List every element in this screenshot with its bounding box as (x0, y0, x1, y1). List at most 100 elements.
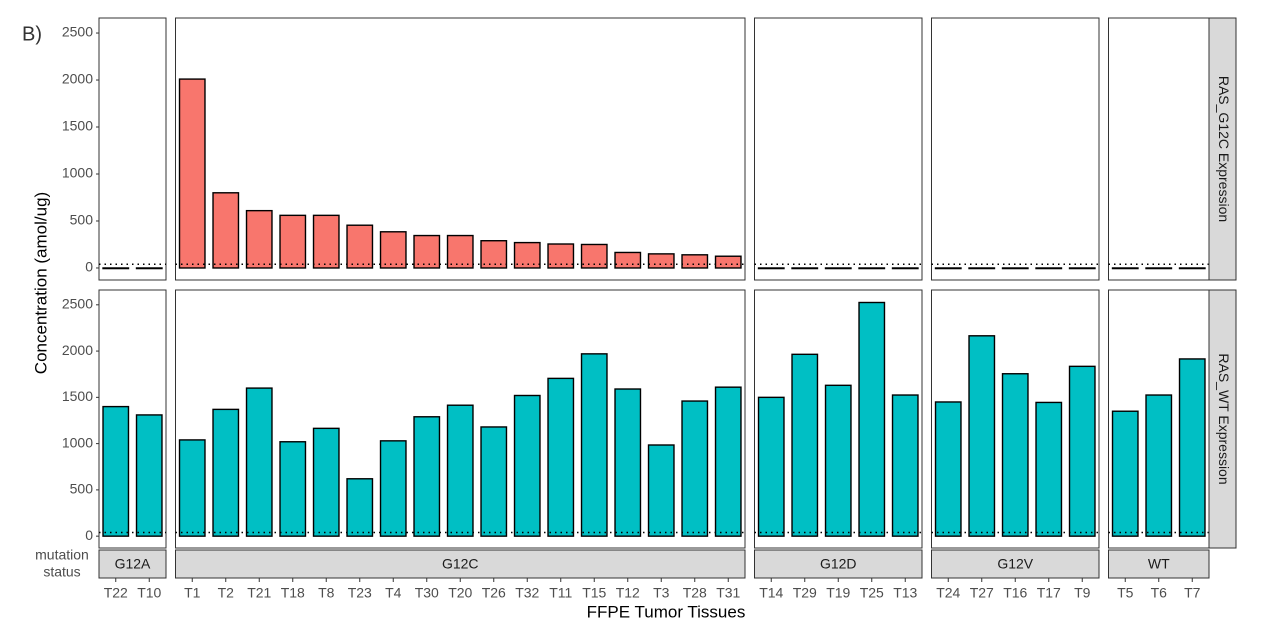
bar (379, 440, 407, 537)
facet-strip-label: G12V (997, 556, 1033, 572)
bar (1035, 401, 1063, 537)
bar (681, 400, 709, 537)
bar (212, 408, 240, 537)
bar (614, 251, 642, 269)
bar (279, 214, 307, 269)
strip-title: mutation (35, 547, 89, 563)
bar (647, 253, 675, 269)
x-tick-label: T4 (385, 585, 402, 601)
facet-strip (931, 549, 1100, 579)
panel (98, 17, 167, 281)
x-tick-label: T13 (893, 585, 917, 601)
bar (346, 224, 374, 269)
bar (413, 234, 441, 269)
x-tick-label: T12 (616, 585, 640, 601)
y-tick-label: 1000 (62, 165, 93, 181)
bar (346, 478, 374, 537)
facet-strip (1108, 549, 1210, 579)
bar (614, 388, 642, 537)
row-strip (1208, 289, 1237, 549)
x-tick-label: T10 (137, 585, 161, 601)
bar (1178, 358, 1206, 537)
bar (757, 267, 785, 270)
bar (547, 243, 575, 269)
bar (791, 267, 819, 270)
x-tick-label: T2 (218, 585, 235, 601)
facet-strip-label: G12A (115, 556, 151, 572)
y-axis-label: Concentration (amol/ug) (31, 192, 50, 374)
bar (379, 231, 407, 269)
bar (1111, 267, 1139, 270)
bar (580, 353, 608, 537)
x-tick-label: T16 (1003, 585, 1027, 601)
bar (647, 444, 675, 537)
x-tick-label: T30 (415, 585, 439, 601)
y-tick-label: 0 (85, 259, 93, 275)
bar (547, 377, 575, 537)
x-tick-label: T21 (247, 585, 271, 601)
bar (714, 255, 742, 269)
bar (791, 353, 819, 537)
bar (934, 401, 962, 537)
bar (312, 214, 340, 269)
bar (513, 241, 541, 269)
bar (102, 267, 130, 270)
bar (245, 209, 273, 269)
bar (135, 414, 163, 537)
x-tick-label: T6 (1151, 585, 1168, 601)
bar (934, 267, 962, 270)
bar (446, 234, 474, 269)
bar (824, 384, 852, 537)
bar (968, 267, 996, 270)
x-tick-label: T27 (970, 585, 994, 601)
bar (178, 78, 206, 269)
facet-strip (98, 549, 167, 579)
bar (681, 254, 709, 269)
bar (480, 426, 508, 537)
y-tick-label: 0 (85, 527, 93, 543)
x-tick-label: T17 (1037, 585, 1061, 601)
x-tick-label: T11 (549, 585, 572, 601)
y-tick-label: 2000 (62, 342, 93, 358)
row-strip-label: RAS_G12C Expression (1216, 76, 1232, 222)
x-tick-label: T28 (683, 585, 707, 601)
panel (1108, 17, 1210, 281)
panel (931, 17, 1100, 281)
x-tick-label: T20 (448, 585, 472, 601)
facet-strip-label: WT (1148, 556, 1170, 572)
x-tick-label: T23 (348, 585, 372, 601)
bar (1001, 267, 1029, 270)
bar (1001, 373, 1029, 537)
y-tick-label: 500 (70, 212, 94, 228)
x-tick-label: T22 (104, 585, 128, 601)
bar (968, 335, 996, 537)
bar (446, 404, 474, 537)
bar (135, 267, 163, 270)
bar (102, 405, 130, 537)
y-tick-label: 2500 (62, 296, 93, 312)
x-tick-label: T5 (1117, 585, 1134, 601)
bar (824, 267, 852, 270)
row-strip-label: RAS_WT Expression (1216, 353, 1232, 484)
x-tick-label: T7 (1184, 585, 1201, 601)
bar (1111, 410, 1139, 537)
y-tick-label: 1000 (62, 434, 93, 450)
bar (1145, 394, 1173, 537)
panel (754, 17, 923, 281)
row-strip (1208, 17, 1237, 281)
x-tick-label: T14 (759, 585, 783, 601)
y-tick-label: 1500 (62, 388, 93, 404)
x-tick-label: T26 (482, 585, 506, 601)
x-tick-label: T18 (281, 585, 305, 601)
panel-tag: B) (22, 23, 42, 45)
x-tick-label: T15 (582, 585, 606, 601)
bar (891, 267, 919, 270)
facet-strip-label: G12D (820, 556, 857, 572)
bar (1145, 267, 1173, 270)
y-tick-label: 1500 (62, 118, 93, 134)
x-tick-label: T3 (653, 585, 670, 601)
bar (312, 427, 340, 537)
bar (757, 396, 785, 537)
bar (513, 394, 541, 537)
